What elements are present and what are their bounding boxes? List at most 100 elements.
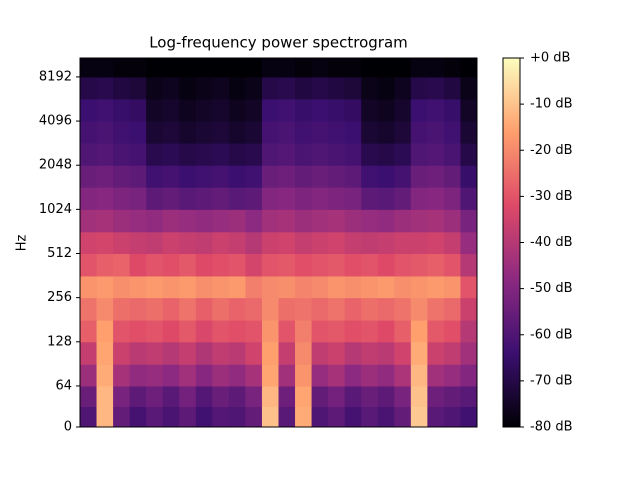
heatmap-cell bbox=[427, 406, 445, 428]
heatmap-cell bbox=[113, 320, 131, 343]
heatmap-cell bbox=[344, 187, 362, 210]
colorbar-tick-label: -50 dB bbox=[530, 281, 573, 296]
heatmap-cell bbox=[328, 297, 346, 321]
heatmap-cell bbox=[228, 143, 246, 166]
heatmap-cell bbox=[245, 165, 263, 188]
heatmap-cell bbox=[228, 320, 246, 343]
heatmap-cell bbox=[212, 231, 230, 255]
heatmap-cell bbox=[245, 187, 263, 210]
heatmap-cell bbox=[394, 76, 412, 100]
heatmap-cell bbox=[295, 320, 313, 343]
heatmap-cell bbox=[80, 165, 98, 188]
heatmap-cell bbox=[311, 121, 329, 144]
heatmap-cell bbox=[295, 143, 313, 166]
heatmap-cell bbox=[344, 385, 362, 407]
heatmap-cell bbox=[129, 165, 147, 188]
heatmap-cell bbox=[162, 364, 180, 387]
colorbar-tick-label: -10 dB bbox=[530, 97, 573, 112]
heatmap-cell bbox=[361, 187, 379, 210]
heatmap-cell bbox=[179, 165, 197, 188]
heatmap-cell bbox=[96, 76, 114, 100]
heatmap-cell bbox=[179, 320, 197, 343]
heatmap-cell bbox=[328, 231, 346, 255]
heatmap-cell bbox=[460, 209, 478, 233]
heatmap-cell bbox=[344, 209, 362, 233]
heatmap-cell bbox=[245, 58, 263, 78]
heatmap-cell bbox=[146, 253, 164, 277]
heatmap-cell bbox=[278, 98, 296, 122]
heatmap-cell bbox=[113, 121, 131, 144]
heatmap-cell bbox=[146, 231, 164, 255]
heatmap-cell bbox=[394, 165, 412, 188]
heatmap-cell bbox=[261, 98, 279, 122]
colorbar-tick-label: -70 dB bbox=[530, 373, 573, 388]
heatmap-cell bbox=[96, 297, 114, 321]
heatmap-cell bbox=[195, 58, 213, 78]
heatmap-cell bbox=[129, 364, 147, 387]
heatmap-cell bbox=[410, 209, 428, 233]
heatmap-cell bbox=[261, 385, 279, 407]
heatmap-cell bbox=[212, 121, 230, 144]
heatmap-cell bbox=[195, 253, 213, 277]
heatmap-cell bbox=[96, 364, 114, 387]
heatmap-cell bbox=[96, 385, 114, 407]
heatmap-cell bbox=[195, 121, 213, 144]
heatmap-cell bbox=[427, 209, 445, 233]
heatmap-cell bbox=[394, 364, 412, 387]
heatmap-cell bbox=[195, 165, 213, 188]
heatmap-cell bbox=[311, 385, 329, 407]
heatmap-cell bbox=[162, 231, 180, 255]
heatmap-cell bbox=[261, 209, 279, 233]
heatmap-cell bbox=[179, 406, 197, 428]
heatmap-cell bbox=[129, 143, 147, 166]
heatmap-cell bbox=[361, 364, 379, 387]
heatmap-cell bbox=[410, 187, 428, 210]
heatmap-cell bbox=[113, 98, 131, 122]
heatmap-cell bbox=[361, 385, 379, 407]
heatmap-cell bbox=[361, 253, 379, 277]
heatmap-cell bbox=[278, 275, 296, 299]
heatmap-cell bbox=[361, 121, 379, 144]
heatmap-cell bbox=[162, 209, 180, 233]
heatmap-cell bbox=[377, 231, 395, 255]
heatmap-cell bbox=[179, 341, 197, 365]
heatmap-cell bbox=[311, 320, 329, 343]
heatmap-cell bbox=[278, 58, 296, 78]
heatmap-cell bbox=[460, 364, 478, 387]
heatmap-cell bbox=[377, 406, 395, 428]
colorbar-tick-label: -60 dB bbox=[530, 327, 573, 342]
heatmap-cell bbox=[377, 320, 395, 343]
heatmap-cell bbox=[162, 385, 180, 407]
heatmap-cell bbox=[212, 364, 230, 387]
heatmap-cell bbox=[328, 253, 346, 277]
heatmap-cell bbox=[394, 297, 412, 321]
heatmap-cell bbox=[295, 253, 313, 277]
heatmap-cell bbox=[146, 275, 164, 299]
heatmap-cell bbox=[162, 76, 180, 100]
heatmap-cell bbox=[80, 253, 98, 277]
heatmap-cell bbox=[295, 297, 313, 321]
heatmap-cell bbox=[295, 341, 313, 365]
heatmap-cell bbox=[261, 76, 279, 100]
heatmap-cell bbox=[443, 143, 461, 166]
heatmap-cell bbox=[261, 320, 279, 343]
heatmap-cell bbox=[427, 385, 445, 407]
heatmap-cell bbox=[410, 320, 428, 343]
heatmap-cell bbox=[460, 98, 478, 122]
heatmap-cell bbox=[278, 187, 296, 210]
colorbar-tick-label: -30 dB bbox=[530, 189, 573, 204]
heatmap-cell bbox=[113, 406, 131, 428]
heatmap-cell bbox=[443, 165, 461, 188]
heatmap-cell bbox=[261, 364, 279, 387]
y-tick-label: 0 bbox=[64, 420, 72, 435]
heatmap-cell bbox=[195, 76, 213, 100]
heatmap-cell bbox=[96, 58, 114, 78]
heatmap-cell bbox=[361, 341, 379, 365]
heatmap-cell bbox=[460, 253, 478, 277]
heatmap-cell bbox=[129, 385, 147, 407]
heatmap-cell bbox=[146, 341, 164, 365]
heatmap-cell bbox=[195, 231, 213, 255]
heatmap-cell bbox=[146, 406, 164, 428]
heatmap-cell bbox=[311, 187, 329, 210]
